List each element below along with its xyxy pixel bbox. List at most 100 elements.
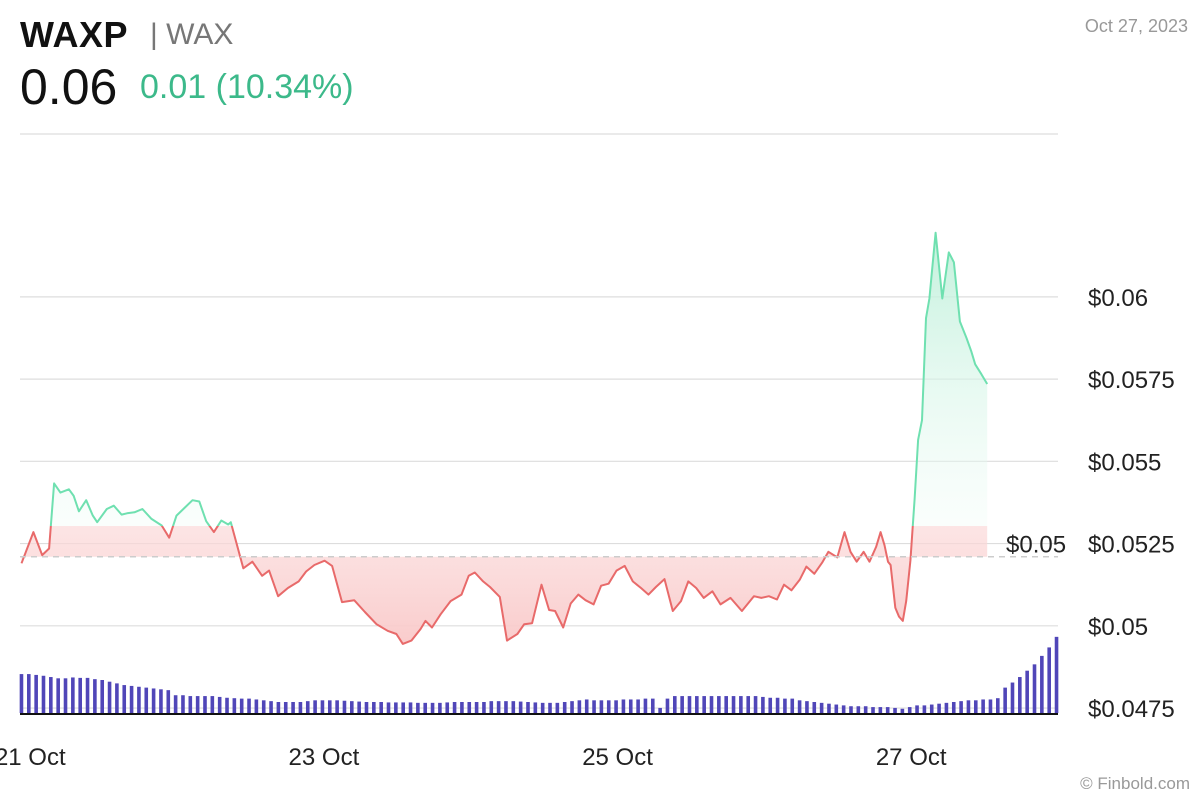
volume-bar [746,696,751,713]
volume-bar [1054,636,1059,713]
volume-bar [878,707,883,713]
volume-bar [452,702,457,713]
volume-bar [291,702,295,713]
volume-bar [379,702,383,713]
volume-bar [34,674,38,713]
volume-bar [724,696,728,713]
volume-bar [731,696,736,713]
volume-bar [85,677,90,713]
volume-bar [805,701,809,713]
volume-bar [269,701,273,713]
volume-bar [504,701,508,713]
volume-bar [71,677,75,713]
volume-bar [577,700,582,713]
volume-bar [929,704,934,713]
volume-bar [225,697,229,713]
volume-bar [203,696,207,713]
volume-bar [636,699,640,713]
volume-bar [540,702,545,713]
volume-bar [386,702,391,713]
volume-bar [533,702,538,713]
volume-bar [650,698,655,713]
volume-bar [115,683,119,713]
grid-lines [20,133,1058,709]
volume-bar [658,707,662,713]
volume-bar [761,696,765,713]
volume-bar [144,687,149,713]
volume-bar [261,700,266,713]
volume-bar [717,696,721,713]
volume-bar [599,700,604,713]
volume-bar [49,677,53,713]
volume-bar [482,702,486,713]
x-tick-label: 23 Oct [289,744,360,771]
volume-bar [907,707,912,713]
volume-bar [247,698,251,713]
volume-bar [790,698,795,713]
volume-bar [753,696,758,713]
volume-bar [313,700,317,713]
y-tick-label: $0.05 [1088,614,1148,641]
current-price: 0.06 [20,59,118,115]
volume-bar [327,700,332,713]
y-tick-label: $0.0475 [1088,696,1175,723]
volume-bar [107,681,112,713]
volume-bar [173,695,178,713]
x-tick-label: 27 Oct [876,744,947,771]
x-tick-label: 21 Oct [0,744,66,771]
volume-bar [496,701,501,713]
volume-bar [357,701,361,713]
area-down [21,526,988,644]
volume-bar [239,698,244,713]
price-area-fill [21,232,988,644]
volume-bar [871,707,875,713]
volume-bar [518,701,523,713]
volume-bar [944,702,949,713]
volume-bar [783,698,787,713]
volume-bar [951,702,956,713]
y-tick-label: $0.0525 [1088,532,1175,559]
volume-bar [863,706,868,713]
asset-name: | WAX [150,18,234,51]
y-tick-label: $0.055 [1088,449,1161,476]
volume-bar [1018,677,1022,713]
volume-bar [430,702,435,713]
volume-bar [885,707,890,713]
volume-bar [335,700,339,713]
volume-bar [298,702,303,713]
line-above-baseline [49,231,989,526]
volume-bar [562,702,567,713]
volume-bar [937,703,941,713]
volume-bar [474,702,479,713]
volume-bar [210,696,215,713]
volume-bar [628,699,633,713]
volume-bar [56,678,60,713]
volume-bar [166,690,171,713]
volume-bar [41,675,46,713]
volume-bar [797,700,802,713]
volume-bar [467,702,472,713]
volume-bar [122,685,127,713]
x-tick-label: 25 Oct [582,744,653,771]
y-tick-label: $0.0575 [1088,367,1175,394]
volume-bar [460,702,464,713]
volume-bar [188,696,193,713]
volume-bar [959,701,963,713]
volume-bar [893,707,897,713]
volume-bar [966,700,971,713]
volume-bar [342,700,347,713]
volume-bar [305,701,310,713]
volume-bar [181,695,185,713]
volume-bar [19,674,24,713]
volume-bar [695,696,699,713]
volume-bar [511,701,516,713]
volume-bar [643,698,648,713]
volume-bars [19,636,1059,713]
volume-bar [812,702,817,713]
volume-bar [438,702,442,713]
volume-bar [217,696,222,713]
axes: $0.0475 $0.05 $0.0525 $0.055 $0.0575 $0.06 $0.… [0,285,1175,771]
volume-bar [555,702,560,713]
volume-bar [606,700,611,713]
